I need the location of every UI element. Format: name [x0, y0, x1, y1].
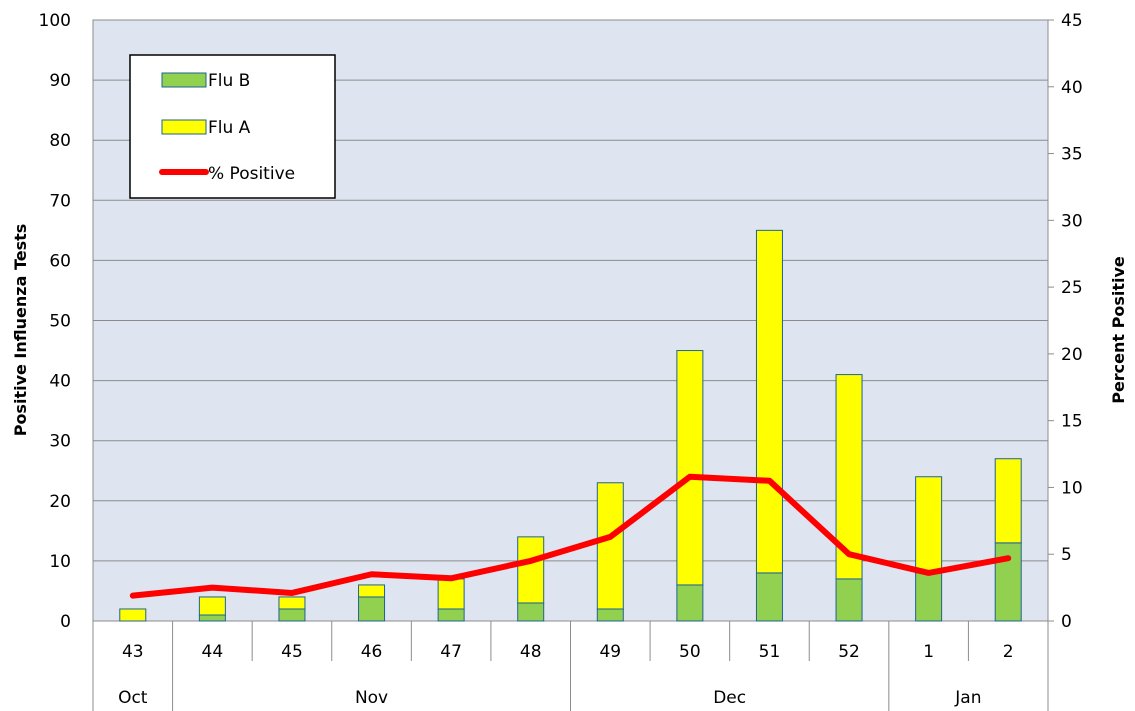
y2-tick-label: 25	[1061, 278, 1083, 298]
x-tick-label: 48	[520, 642, 542, 662]
y-tick-label: 10	[49, 552, 71, 572]
bar-flu-b	[676, 584, 704, 622]
month-label: Dec	[713, 688, 746, 708]
month-label: Oct	[118, 688, 148, 708]
y-tick-label: 70	[49, 191, 71, 211]
y-tick-label: 90	[49, 71, 71, 91]
x-tick-label: 50	[679, 642, 701, 662]
y-tick-label: 30	[49, 432, 71, 452]
bar-flu-b	[517, 602, 545, 622]
bar-flu-a	[835, 374, 863, 580]
bar-flu-a	[437, 578, 465, 610]
bar-flu-a	[517, 536, 545, 604]
y2-tick-label: 0	[1061, 612, 1072, 632]
bar-flu-a	[358, 584, 386, 598]
x-tick-label: 52	[838, 642, 860, 662]
percent-positive-line	[129, 473, 1012, 599]
legend-label: % Positive	[208, 164, 295, 184]
bar-flu-b	[596, 608, 624, 622]
x-tick-label: 47	[440, 642, 462, 662]
legend-label: Flu A	[208, 118, 251, 138]
x-tick-label: 51	[759, 642, 781, 662]
bar-flu-a	[278, 596, 306, 610]
bar-flu-a	[755, 229, 783, 574]
bar-flu-b	[994, 542, 1022, 622]
y2-tick-label: 10	[1061, 478, 1083, 498]
bar-flu-b	[358, 596, 386, 622]
x-tick-label: 2	[1003, 642, 1014, 662]
y2-tick-label: 40	[1061, 78, 1083, 98]
y-tick-label: 40	[49, 372, 71, 392]
y2-axis-title: Percent Positive	[1109, 256, 1128, 404]
x-tick-label: 43	[122, 642, 144, 662]
y-tick-label: 20	[49, 492, 71, 512]
bar-flu-b	[437, 608, 465, 622]
x-tick-label: 45	[281, 642, 303, 662]
x-tick-label: 1	[923, 642, 934, 662]
bar-flu-b	[198, 614, 226, 622]
y2-tick-label: 45	[1061, 11, 1083, 31]
y2-tick-label: 20	[1061, 345, 1083, 365]
bar-flu-b	[755, 572, 783, 622]
bar-flu-b	[278, 608, 306, 622]
bar-flu-b	[835, 578, 863, 622]
bar-flu-a	[994, 458, 1022, 544]
bar-flu-a	[119, 608, 147, 622]
y-tick-label: 60	[49, 251, 71, 271]
y-tick-label: 0	[60, 612, 71, 632]
y2-tick-label: 30	[1061, 211, 1083, 231]
y-tick-label: 100	[39, 11, 71, 31]
x-tick-label: 46	[361, 642, 383, 662]
legend-swatch	[161, 72, 207, 88]
y2-tick-label: 5	[1061, 545, 1072, 565]
bar-flu-b	[915, 572, 943, 622]
legend-swatch	[161, 119, 207, 135]
y-tick-label: 50	[49, 312, 71, 332]
x-tick-label: 44	[202, 642, 224, 662]
y-tick-label: 80	[49, 131, 71, 151]
y2-tick-label: 15	[1061, 412, 1083, 432]
month-label: Jan	[954, 688, 981, 708]
legend-label: Flu B	[208, 71, 250, 91]
x-tick-label: 49	[599, 642, 621, 662]
y2-tick-label: 35	[1061, 145, 1083, 165]
bar-flu-a	[915, 476, 943, 574]
month-label: Nov	[355, 688, 388, 708]
bar-flu-a	[596, 482, 624, 610]
bar-flu-a	[198, 596, 226, 616]
bar-flu-a	[676, 350, 704, 586]
y-axis-title: Positive Influenza Tests	[11, 224, 30, 437]
